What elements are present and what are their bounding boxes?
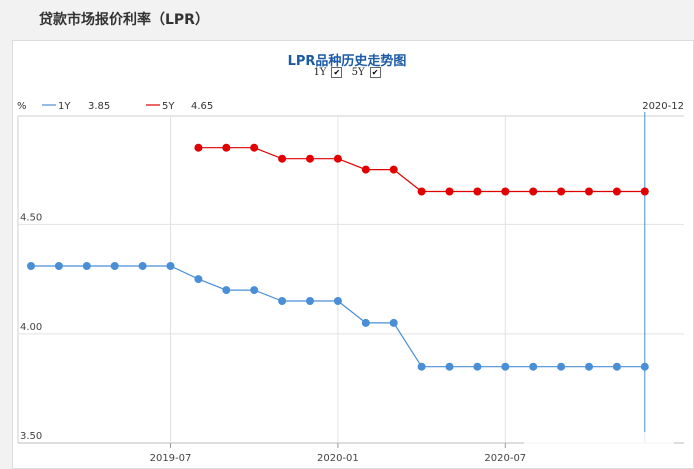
data-point-5y xyxy=(640,187,649,196)
series-line-5y xyxy=(198,147,645,193)
data-point-1y xyxy=(222,286,231,295)
toggle-1y[interactable]: 1Y ✔ xyxy=(313,67,343,78)
data-point-5y xyxy=(389,165,398,174)
data-point-1y xyxy=(585,362,593,371)
data-point-1y xyxy=(529,362,538,371)
data-point-1y xyxy=(473,362,482,371)
legend-5y-name: 5Y xyxy=(162,101,175,112)
watermark-cover xyxy=(524,432,674,446)
data-point-5y xyxy=(612,187,621,196)
data-point-5y xyxy=(557,187,566,196)
data-point-5y xyxy=(306,154,314,163)
data-point-5y xyxy=(473,187,482,196)
data-point-1y xyxy=(194,275,203,284)
data-point-1y xyxy=(82,262,91,270)
data-point-5y xyxy=(417,187,426,196)
chart-title: LPR品种历史走势图 xyxy=(287,54,407,69)
data-point-1y xyxy=(110,262,119,270)
legend-5y-value: 4.65 xyxy=(191,101,213,112)
data-point-5y xyxy=(194,143,203,152)
data-point-5y xyxy=(361,165,370,174)
data-point-1y xyxy=(640,362,649,371)
data-point-1y xyxy=(612,362,621,371)
data-point-1y xyxy=(501,362,510,371)
y-tick-label: 4.00 xyxy=(20,322,42,333)
page-title: 贷款市场报价利率（LPR） xyxy=(39,12,209,28)
data-point-5y xyxy=(278,154,287,163)
data-point-1y xyxy=(138,262,147,270)
x-tick-label: 2019-07 xyxy=(150,453,192,464)
checkbox-5y[interactable]: ✔ xyxy=(369,67,381,78)
legend-1y-name: 1Y xyxy=(58,101,71,112)
toggle-5y[interactable]: 5Y ✔ xyxy=(352,67,381,78)
legend-1y-value: 3.85 xyxy=(88,101,110,112)
cursor-date-label: 2020-12 xyxy=(642,101,684,112)
data-point-5y xyxy=(585,187,593,196)
data-point-5y xyxy=(529,187,538,196)
checkbox-1y[interactable]: ✔ xyxy=(331,67,343,78)
data-point-1y xyxy=(417,362,426,371)
x-tick-label: 2020-07 xyxy=(484,453,526,464)
data-point-1y xyxy=(445,362,454,371)
data-point-1y xyxy=(557,362,566,371)
data-point-1y xyxy=(250,286,259,295)
data-point-1y xyxy=(333,297,342,305)
data-point-1y xyxy=(361,318,370,327)
data-point-1y xyxy=(278,297,287,305)
y-tick-label: 3.50 xyxy=(20,431,42,442)
toggle-1y-label: 1Y xyxy=(313,67,327,78)
data-point-1y xyxy=(306,297,314,305)
data-point-5y xyxy=(445,187,454,196)
y-tick-label: 4.50 xyxy=(20,212,42,223)
legend-unit: % xyxy=(17,101,27,112)
toggle-5y-label: 5Y xyxy=(351,67,365,78)
data-point-5y xyxy=(250,143,259,152)
data-point-1y xyxy=(54,262,63,270)
data-point-1y xyxy=(389,318,398,327)
data-point-1y xyxy=(27,262,35,270)
data-point-5y xyxy=(501,187,510,196)
data-point-5y xyxy=(222,143,231,152)
series-toggles: 1Y ✔ 5Y ✔ xyxy=(0,67,694,78)
x-tick-label: 2020-01 xyxy=(317,453,359,464)
data-point-1y xyxy=(166,262,175,270)
data-point-5y xyxy=(333,154,342,163)
